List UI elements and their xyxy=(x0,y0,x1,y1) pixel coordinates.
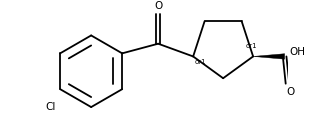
Text: or1: or1 xyxy=(246,43,258,49)
Text: Cl: Cl xyxy=(46,102,56,112)
Polygon shape xyxy=(253,54,285,59)
Text: or1: or1 xyxy=(194,59,206,65)
Text: O: O xyxy=(154,1,162,11)
Text: OH: OH xyxy=(289,47,305,57)
Text: O: O xyxy=(286,87,295,97)
